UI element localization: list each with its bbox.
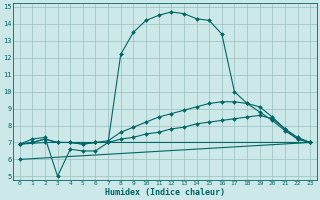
- X-axis label: Humidex (Indice chaleur): Humidex (Indice chaleur): [105, 188, 225, 197]
